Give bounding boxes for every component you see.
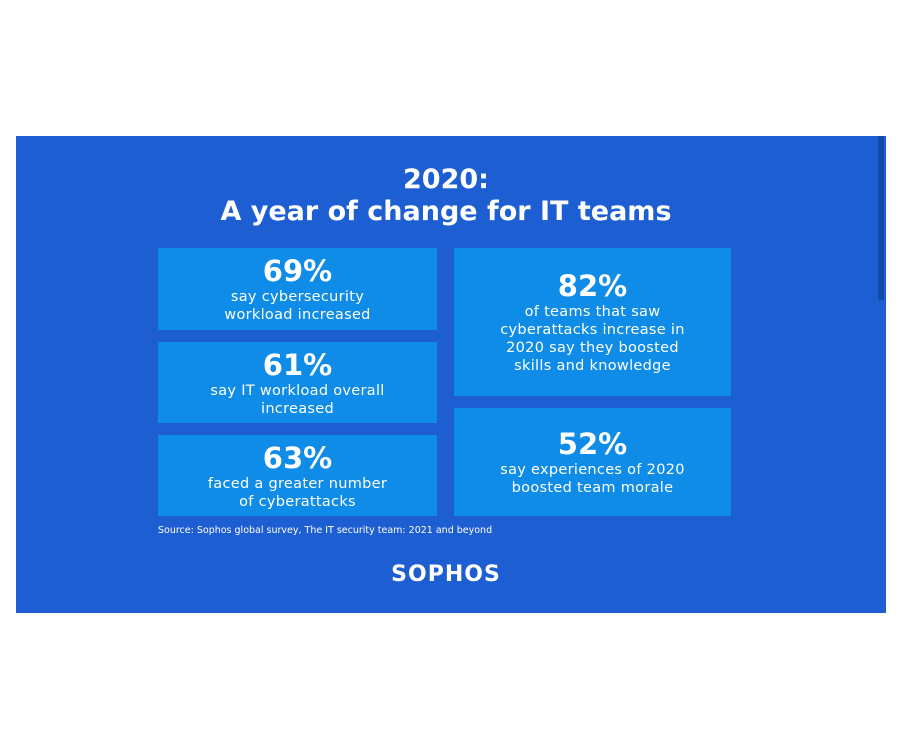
stat-text: say experiences of 2020 [500,462,685,478]
stat-text: say IT workload overall [210,382,385,399]
stat-text: boosted team morale [511,480,674,496]
stat-value: 69% [262,254,333,288]
stat-value: 52% [557,427,628,461]
stat-text: of cyberattacks [239,493,356,510]
stat-text: workload increased [224,307,371,323]
title-line: A year of change for IT teams [220,196,672,227]
stat-value: 61% [262,347,333,382]
stat-text: faced a greater number [207,475,388,492]
stat-card: 82% of teams that saw cyberattacks increas… [454,248,731,396]
panel: 2020: A year of change for IT teams 69% s… [16,136,886,613]
stat-value: 82% [557,269,628,303]
stat-card: 63% faced a greater number of cyberattacks [158,435,437,516]
title-line: 2020: [403,164,489,195]
stat-text: say cybersecurity [230,289,365,305]
stat-text: 2020 say they boosted [506,340,679,356]
source: Source: Sophos global survey, The IT sec… [158,525,493,536]
logo: SOPHOS [391,562,501,587]
stat-card: 52% say experiences of 2020 boosted team m… [454,408,731,516]
stat-value: 63% [262,440,333,475]
stat-text: skills and knowledge [514,358,671,374]
stripe [878,136,884,300]
stat-text: of teams that saw [524,304,661,320]
stat-card: 69% say cybersecurity workload increased [158,248,437,330]
stat-text: cyberattacks increase in [500,322,685,338]
stat-text: increased [260,400,335,417]
stat-card: 61% say IT workload overall increased [158,342,437,423]
